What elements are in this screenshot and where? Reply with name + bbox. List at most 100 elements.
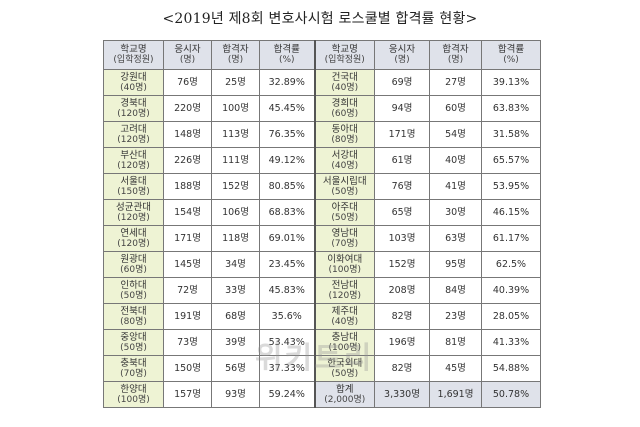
school-quota: (40명) <box>331 82 359 93</box>
applicants-cell: 73명 <box>163 329 212 356</box>
passed-cell: 56명 <box>211 355 260 382</box>
school-quota: (100명) <box>328 342 361 353</box>
rate-cell: 46.15% <box>481 199 541 226</box>
rate-cell: 49.12% <box>259 147 315 174</box>
rate-cell: 62.5% <box>481 251 541 278</box>
table-row: 강원대 (40명) 76명 25명 32.89% 건국대 (40명) 69명 27명 39.13% <box>103 69 541 96</box>
school-quota: (100명) <box>117 394 150 405</box>
passed-cell: 113명 <box>211 121 260 148</box>
header-passed-unit: (명) <box>227 55 244 65</box>
school-quota: (50명) <box>120 342 147 353</box>
header-passed-unit: (명) <box>447 55 464 65</box>
school-name: 충남대 <box>331 331 358 343</box>
rate-cell: 32.89% <box>259 69 315 96</box>
table-row: 전북대 (80명) 191명 68명 35.6% 제주대 (40명) 82명 23명 28.05% <box>103 303 541 330</box>
table-row: 중앙대 (50명) 73명 39명 53.43% 충남대 (100명) 196명 81명 41.3… <box>103 329 541 356</box>
passed-cell: 93명 <box>211 381 260 408</box>
header-school-label: 학교명 <box>120 44 147 55</box>
rate-cell: 65.57% <box>481 147 541 174</box>
rate-cell: 54.88% <box>481 355 541 382</box>
header-applicants-unit: (명) <box>179 55 196 65</box>
school-name: 경희대 <box>331 97 358 109</box>
passed-cell: 23명 <box>429 303 482 330</box>
rate-cell: 68.83% <box>259 199 315 226</box>
school-cell: 고려대 (120명) <box>103 121 164 148</box>
applicants-cell: 103명 <box>374 225 430 252</box>
school-name: 성균관대 <box>116 201 151 213</box>
rate-cell: 45.83% <box>259 277 315 304</box>
passed-cell: 27명 <box>429 69 482 96</box>
applicants-cell: 69명 <box>374 69 430 96</box>
table-row: 서울대 (150명) 188명 152명 80.85% 서울시립대 (50명) 76명 41명 5… <box>103 173 541 200</box>
rate-cell: 40.39% <box>481 277 541 304</box>
school-name: 충북대 <box>120 357 147 369</box>
school-cell: 강원대 (40명) <box>103 69 164 96</box>
passed-cell: 40명 <box>429 147 482 174</box>
school-quota: (50명) <box>331 368 359 379</box>
rate-cell: 53.95% <box>481 173 541 200</box>
applicants-cell: 61명 <box>374 147 430 174</box>
rate-cell: 76.35% <box>259 121 315 148</box>
school-name: 연세대 <box>120 227 147 239</box>
school-quota: (150명) <box>117 186 150 197</box>
table-row: 한양대 (100명) 157명 93명 59.24% 합계 (2,000명) 3,330명 1,… <box>103 381 541 408</box>
header-applicants-right: 응시자 (명) <box>374 40 430 70</box>
school-name: 제주대 <box>331 305 358 317</box>
school-quota: (80명) <box>331 134 359 145</box>
header-rate: 합격률 (%) <box>259 40 315 70</box>
school-quota: (50명) <box>331 212 359 223</box>
applicants-cell: 196명 <box>374 329 430 356</box>
school-quota: (120명) <box>117 212 150 223</box>
school-name: 서울대 <box>120 175 147 187</box>
table-row: 원광대 (60명) 145명 34명 23.45% 이화여대 (100명) 152명 95명 62… <box>103 251 541 278</box>
school-name: 서울시립대 <box>322 175 367 187</box>
passed-cell: 1,691명 <box>429 381 482 408</box>
header-passed-label: 합격자 <box>222 44 249 55</box>
applicants-cell: 157명 <box>163 381 212 408</box>
header-applicants-unit: (명) <box>394 55 410 65</box>
school-cell: 제주대 (40명) <box>313 303 375 330</box>
header-quota-label: (입학정원) <box>324 55 365 65</box>
school-cell: 서울대 (150명) <box>103 173 164 200</box>
applicants-cell: 94명 <box>374 95 430 122</box>
passed-cell: 63명 <box>429 225 482 252</box>
page-title: <2019년 제8회 변호사시험 로스쿨별 합격률 현황> <box>162 11 478 27</box>
school-cell: 서강대 (40명) <box>313 147 375 174</box>
applicants-cell: 150명 <box>163 355 212 382</box>
rate-cell: 69.01% <box>259 225 315 252</box>
school-cell: 중앙대 (50명) <box>103 329 164 356</box>
total-label: 합계 <box>336 383 354 395</box>
school-name: 전북대 <box>120 305 147 317</box>
table-row: 인하대 (50명) 72명 33명 45.83% 전남대 (120명) 208명 84명 40.3… <box>103 277 541 304</box>
school-quota: (60명) <box>120 264 147 275</box>
school-name: 아주대 <box>331 201 358 213</box>
passed-cell: 39명 <box>211 329 260 356</box>
applicants-cell: 226명 <box>163 147 212 174</box>
header-row: 학교명 (입학정원) 응시자 (명) 합격자 (명) 합격률 (%) 학교명 (입학정원)… <box>103 40 541 70</box>
school-quota: (50명) <box>331 186 359 197</box>
school-name: 동아대 <box>331 123 358 135</box>
header-rate-unit: (%) <box>278 55 295 65</box>
school-quota: (120명) <box>117 108 150 119</box>
school-cell: 이화여대 (100명) <box>313 251 375 278</box>
school-quota: (70명) <box>120 368 147 379</box>
passed-cell: 68명 <box>211 303 260 330</box>
table-row: 경북대 (120명) 220명 100명 45.45% 경희대 (60명) 94명 60명 63.… <box>103 95 541 122</box>
school-quota: (70명) <box>331 238 359 249</box>
table-row: 연세대 (120명) 171명 118명 69.01% 영남대 (70명) 103명 63명 61… <box>103 225 541 252</box>
applicants-cell: 148명 <box>163 121 212 148</box>
school-name: 건국대 <box>331 71 358 83</box>
passed-cell: 30명 <box>429 199 482 226</box>
school-cell: 경북대 (120명) <box>103 95 164 122</box>
header-school: 학교명 (입학정원) <box>103 40 164 70</box>
header-rate-label: 합격률 <box>273 44 300 55</box>
school-name: 서강대 <box>331 149 358 161</box>
applicants-cell: 72명 <box>163 277 212 304</box>
header-school-label: 학교명 <box>331 44 358 55</box>
school-name: 영남대 <box>331 227 358 239</box>
table-row: 성균관대 (120명) 154명 106명 68.83% 아주대 (50명) 65명 30명 46… <box>103 199 541 226</box>
passed-cell: 100명 <box>211 95 260 122</box>
header-rate-unit: (%) <box>503 55 519 65</box>
applicants-cell: 65명 <box>374 199 430 226</box>
header-applicants-label: 응시자 <box>388 44 416 55</box>
